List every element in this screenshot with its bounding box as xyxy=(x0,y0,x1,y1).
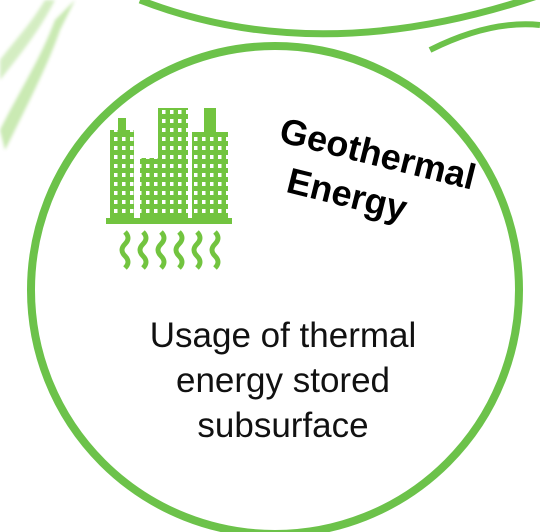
right-circle-edge xyxy=(428,21,540,53)
description-line: energy stored xyxy=(176,361,390,400)
description-line: subsurface xyxy=(197,406,368,445)
main-circle xyxy=(27,42,523,532)
speckle-texture xyxy=(0,0,75,150)
city-geothermal-icon xyxy=(106,108,232,270)
description-line: Usage of thermal xyxy=(150,316,417,355)
upper-circle-edge xyxy=(138,0,536,38)
